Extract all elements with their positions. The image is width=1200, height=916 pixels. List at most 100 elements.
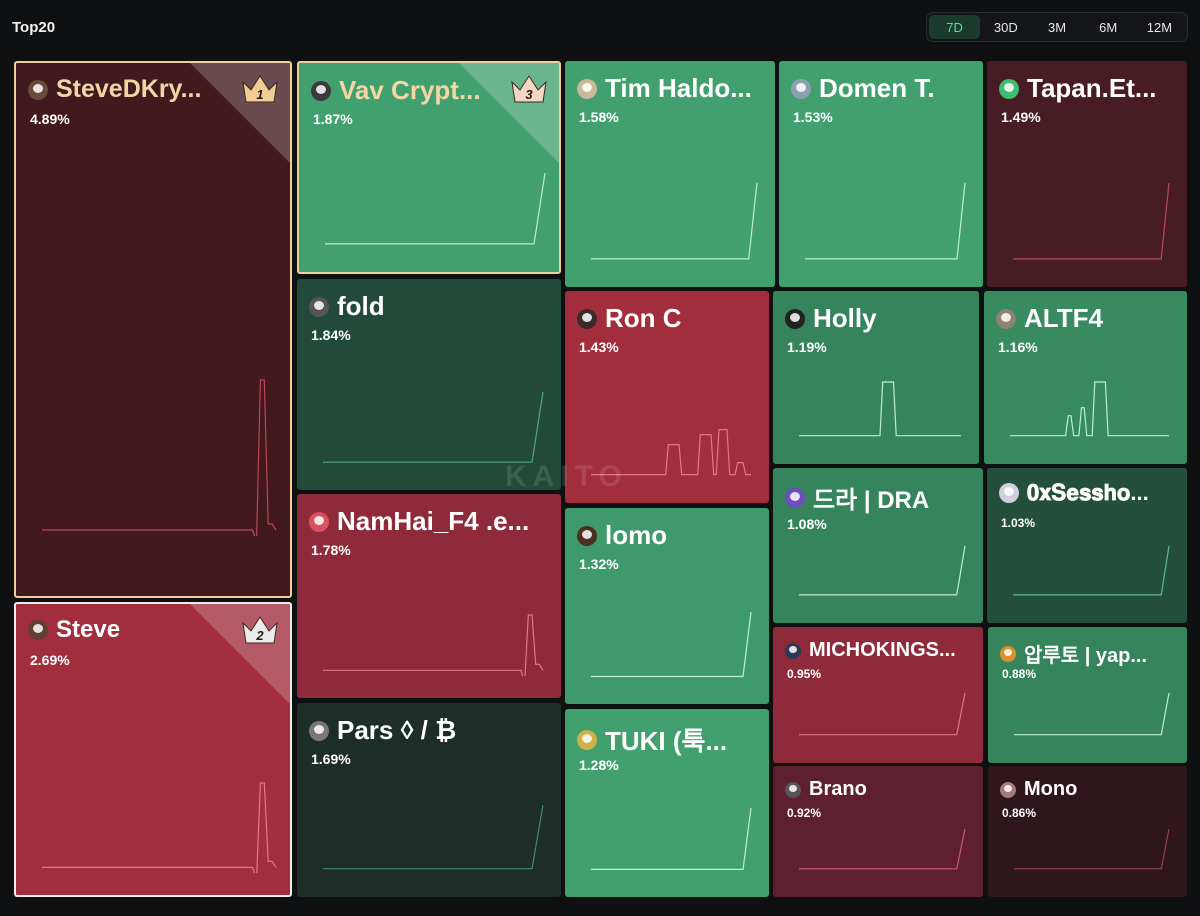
sparkline-chart [1014,693,1170,736]
tile-header: Vav Crypt... [311,75,499,106]
tile-name: Holly [813,303,877,333]
rank-number: 1 [256,87,263,102]
tile-percent: 1.49% [1001,109,1041,125]
sparkline [323,391,544,463]
treemap-tile[interactable]: Mono 0.86% [988,766,1187,897]
rank-number: 2 [255,628,264,643]
tile-header: 𝟎𝐱𝐒𝐞𝐬𝐬𝐡𝐨... [999,480,1173,506]
tile-percent: 1.43% [579,339,619,355]
tile-header: 압루토 | yap... [1000,639,1173,668]
rank-highlight [190,63,290,163]
rank-number: 3 [525,87,533,102]
avatar [577,78,597,99]
avatar [785,642,801,659]
tile-name: Brano [809,778,867,800]
crown-icon: 2 [242,616,278,644]
avatar [309,511,329,532]
tile-percent: 4.89% [30,111,70,127]
tile-header: fold [309,291,547,322]
sparkline-chart [799,381,961,437]
sparkline-chart [799,693,966,736]
sparkline [323,805,544,870]
tile-header: lomo [577,520,755,551]
sparkline-chart [799,829,966,870]
tile-name: SteveDKry... [56,75,202,103]
avatar [1000,645,1016,662]
tile-name: 압루토 | yap... [1024,645,1148,667]
filter-3m[interactable]: 3M [1047,19,1067,35]
sparkline [591,611,752,677]
filter-6m[interactable]: 6M [1099,19,1118,35]
avatar [996,308,1016,329]
tile-name: Domen T. [819,73,935,103]
treemap-tile[interactable]: Steve 2.69% 2 [14,602,292,897]
treemap-tile[interactable]: Brano 0.92% [773,766,983,897]
tile-header: Tim Haldo... [577,73,761,104]
sparkline-chart [42,379,277,536]
sparkline-chart [805,183,966,260]
tile-percent: 0.86% [1002,806,1037,820]
treemap-tile[interactable]: MICHOKINGS... 0.95% [773,627,983,763]
sparkline [799,546,966,596]
tile-percent: 0.88% [1002,667,1037,681]
sparkline-chart [1014,829,1170,870]
sparkline [799,829,966,870]
sparkline-chart [42,782,277,873]
treemap-tile[interactable]: 𝟎𝐱𝐒𝐞𝐬𝐬𝐡𝐨... 1.03% [987,468,1187,623]
treemap-tile[interactable]: Ron C 1.43% [565,291,769,503]
tile-name: Tapan.Et... [1027,73,1157,103]
tile-percent: 1.28% [579,757,619,773]
treemap-tile[interactable]: ALTF4 1.16% [984,291,1187,464]
tile-name: TUKI (툭... [605,726,728,756]
treemap-tile[interactable]: Domen T. 1.53% [779,61,983,287]
treemap-tile[interactable]: TUKI (툭... 1.28% [565,709,769,897]
crown-icon: 3 [511,75,547,103]
crown-icon: 1 [242,75,278,103]
tile-percent: 1.58% [579,109,619,125]
treemap-tile[interactable]: lomo 1.32% [565,508,769,704]
tile-percent: 1.84% [311,327,351,343]
rank-highlight [190,604,290,704]
tile-name: Pars ◊ / ₿ [337,715,457,745]
avatar [999,78,1019,99]
avatar [1000,781,1016,798]
tile-name: fold [337,291,385,321]
filter-12m[interactable]: 12M [1146,19,1173,35]
sparkline [42,782,277,873]
tile-header: Steve [28,616,230,644]
tile-percent: 1.03% [1001,516,1036,530]
tile-name: Vav Crypt... [339,75,481,105]
page-title: Top20 [12,19,56,36]
filter-7d[interactable]: 7D [929,15,981,39]
avatar [309,296,329,317]
treemap-tile[interactable]: 드라 | DRA 1.08% [773,468,983,623]
treemap-tile[interactable]: SteveDKry... 4.89% 1 [14,61,292,598]
sparkline-chart [323,805,544,870]
treemap-tile[interactable]: NamHai_F4 .e... 1.78% [297,494,561,698]
sparkline-chart [1010,381,1169,437]
treemap-tile[interactable]: Vav Crypt... 1.87% 3 [297,61,561,274]
sparkline [1010,381,1169,437]
treemap-tile[interactable]: Holly 1.19% [773,291,979,464]
avatar [791,78,811,99]
sparkline [805,183,966,260]
treemap-tile[interactable]: Tim Haldo... 1.58% [565,61,775,287]
filter-30d[interactable]: 30D [993,19,1018,35]
tile-percent: 1.78% [311,542,351,558]
tile-name: MICHOKINGS... [809,639,956,661]
sparkline [799,693,966,736]
tile-header: ALTF4 [996,303,1173,334]
tile-percent: 1.53% [793,109,833,125]
tile-percent: 1.87% [313,111,353,127]
treemap-tile[interactable]: Pars ◊ / ₿ 1.69% [297,703,561,897]
tile-percent: 1.19% [787,339,827,355]
treemap-tile[interactable]: 압루토 | yap... 0.88% [988,627,1187,763]
tile-header: Pars ◊ / ₿ [309,715,547,746]
treemap-tile[interactable]: Tapan.Et... 1.49% [987,61,1187,287]
treemap-tile[interactable]: fold 1.84% [297,279,561,490]
tile-name: Ron C [605,303,682,333]
tile-name: NamHai_F4 .e... [337,506,530,536]
avatar [999,483,1019,503]
avatar [309,720,329,741]
sparkline [323,614,544,676]
